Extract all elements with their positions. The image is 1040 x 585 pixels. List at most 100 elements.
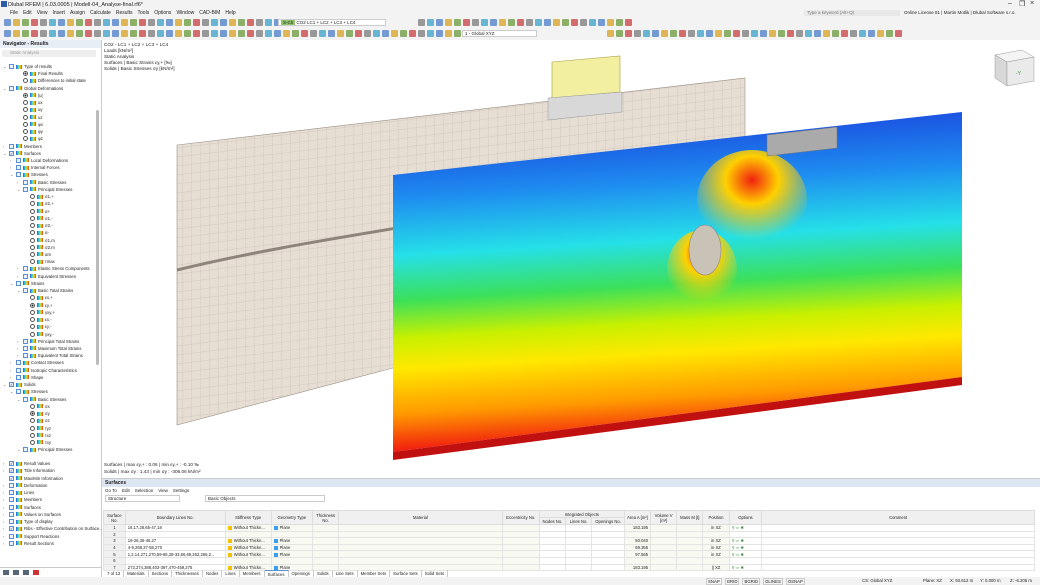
radio-button[interactable] (23, 100, 28, 106)
expand-icon[interactable]: › (3, 540, 5, 546)
toolbar-button-icon[interactable] (715, 30, 722, 37)
column-header[interactable]: Area A [m²] (623, 510, 652, 525)
table-cell[interactable] (676, 530, 704, 539)
table-cell[interactable] (676, 537, 704, 545)
table-cell[interactable] (761, 543, 1035, 552)
minimize-button[interactable]: – (1008, 0, 1012, 7)
table-cell[interactable] (501, 537, 540, 545)
tree-item[interactable]: ⌄ Stresses (10, 171, 48, 178)
expand-icon[interactable]: › (3, 482, 5, 488)
toolbar-button-icon[interactable] (184, 19, 191, 26)
menu-options[interactable]: Options (154, 10, 172, 16)
toolbar-button-icon[interactable] (130, 19, 137, 26)
table-cell[interactable] (650, 550, 678, 558)
structure-filter[interactable]: Structure (105, 495, 180, 502)
table-cell[interactable]: 97.565 (623, 550, 652, 558)
tree-item[interactable]: ⌄ Basic Stresses (17, 396, 66, 403)
toolbar-button-icon[interactable] (103, 19, 110, 26)
toolbar-button-icon[interactable] (328, 30, 335, 37)
tree-item[interactable]: › Lines (3, 489, 34, 496)
expand-icon[interactable]: › (17, 338, 19, 344)
column-header[interactable]: Volume V [m³] (650, 510, 678, 525)
collapse-icon[interactable]: ⌄ (3, 64, 7, 69)
checkbox[interactable] (9, 497, 14, 503)
tab-solid-sets[interactable]: Solid Sets (422, 570, 449, 577)
radio-button[interactable] (30, 201, 35, 207)
menu-help[interactable]: Help (225, 10, 236, 16)
toolbar-button-icon[interactable] (787, 30, 794, 37)
expand-icon[interactable]: › (3, 504, 5, 510)
toolbar-button-icon[interactable] (49, 30, 56, 37)
radio-button[interactable] (23, 107, 28, 113)
table-cell[interactable]: in XZ (702, 550, 730, 558)
table-row[interactable]: 2 (103, 530, 1035, 539)
toolbar-button-icon[interactable] (454, 19, 461, 26)
checkbox[interactable] (16, 165, 21, 171)
table-row[interactable]: 1 16,17,28,65-47,18 Without Thickn... Plane… (103, 524, 1035, 532)
table-cell[interactable]: 1,2,14,271,270,59-65,28-33,66,69,262,265… (124, 550, 226, 558)
table-cell[interactable] (338, 530, 503, 539)
toolbar-button-icon[interactable] (445, 19, 452, 26)
radio-button[interactable] (30, 295, 35, 301)
expand-icon[interactable]: › (3, 526, 5, 532)
tree-item[interactable]: α+ (24, 208, 50, 215)
table-cell[interactable] (312, 537, 340, 545)
table-cell[interactable] (702, 530, 730, 539)
toolbar-button-icon[interactable] (256, 19, 263, 26)
collapse-icon[interactable]: ⌄ (3, 85, 7, 91)
tab-members[interactable]: Members (240, 570, 265, 577)
checkbox[interactable]: ✓ (9, 382, 14, 388)
tree-item[interactable]: › Equivalent Total Strains (17, 352, 83, 359)
tree-item[interactable]: τmax (24, 258, 55, 265)
toolbar-button-icon[interactable] (58, 19, 65, 26)
expand-icon[interactable]: › (10, 360, 12, 366)
toolbar-button-icon[interactable] (625, 30, 632, 37)
collapse-icon[interactable]: ⌄ (17, 186, 21, 192)
tree-item[interactable]: › Equivalent Stresses (17, 273, 76, 280)
toolbar-button-icon[interactable] (607, 19, 614, 26)
table-cell[interactable] (623, 556, 652, 565)
checkbox[interactable] (9, 143, 14, 149)
view-select[interactable]: 1 - Global XYZ (462, 30, 537, 37)
toolbar-button-icon[interactable] (238, 19, 245, 26)
checkbox[interactable] (9, 85, 14, 91)
table-cell[interactable] (501, 543, 540, 552)
navigator-scrollbar[interactable] (96, 110, 99, 365)
toolbar-button-icon[interactable] (94, 19, 101, 26)
toolbar-button-icon[interactable] (175, 30, 182, 37)
tree-item[interactable]: › Contact Stresses (10, 359, 64, 366)
tree-item[interactable]: ⌄ ✓ Solids (3, 381, 36, 388)
table-cell[interactable] (676, 543, 704, 552)
table-cell[interactable] (312, 530, 340, 539)
toolbar-button-icon[interactable] (814, 30, 821, 37)
checkbox[interactable] (23, 179, 28, 185)
table-cell[interactable] (650, 537, 678, 545)
column-header[interactable]: Thickness No. (312, 510, 340, 525)
table-cell[interactable] (650, 556, 678, 565)
tree-item[interactable]: › Support Reactions (3, 533, 59, 540)
toolbar-button-icon[interactable] (157, 30, 164, 37)
table-cell[interactable]: ⚲ ⇨ ✱ (728, 550, 763, 558)
tree-item[interactable]: σ1,m (24, 237, 55, 244)
tree-item[interactable]: ⌄ Principal Stresses (17, 186, 72, 193)
search-input[interactable]: Type a keyword (Alt+Q) (804, 10, 900, 16)
checkbox[interactable] (23, 345, 28, 351)
table-menu-item[interactable]: Settings (172, 488, 190, 493)
radio-button[interactable] (23, 121, 28, 127)
tree-item[interactable]: εy,- (24, 323, 51, 330)
expand-icon[interactable]: › (17, 345, 19, 351)
table-cell[interactable]: 50.040 (623, 537, 652, 545)
table-cell[interactable] (650, 530, 678, 539)
table-cell[interactable] (338, 543, 503, 552)
table-cell[interactable] (761, 563, 1035, 572)
tree-item[interactable]: › Maximum Total Strains (17, 345, 81, 352)
radio-button[interactable] (30, 418, 35, 424)
toolbar-button-icon[interactable] (652, 30, 659, 37)
tree-item[interactable]: φz (17, 135, 43, 142)
expand-icon[interactable]: › (10, 367, 12, 373)
table-cell[interactable] (338, 550, 503, 558)
toolbar-button-icon[interactable] (400, 30, 407, 37)
toolbar-button-icon[interactable] (247, 19, 254, 26)
tree-item[interactable]: ✓ Max/Min Information (3, 475, 63, 482)
toolbar-button-icon[interactable] (733, 30, 740, 37)
